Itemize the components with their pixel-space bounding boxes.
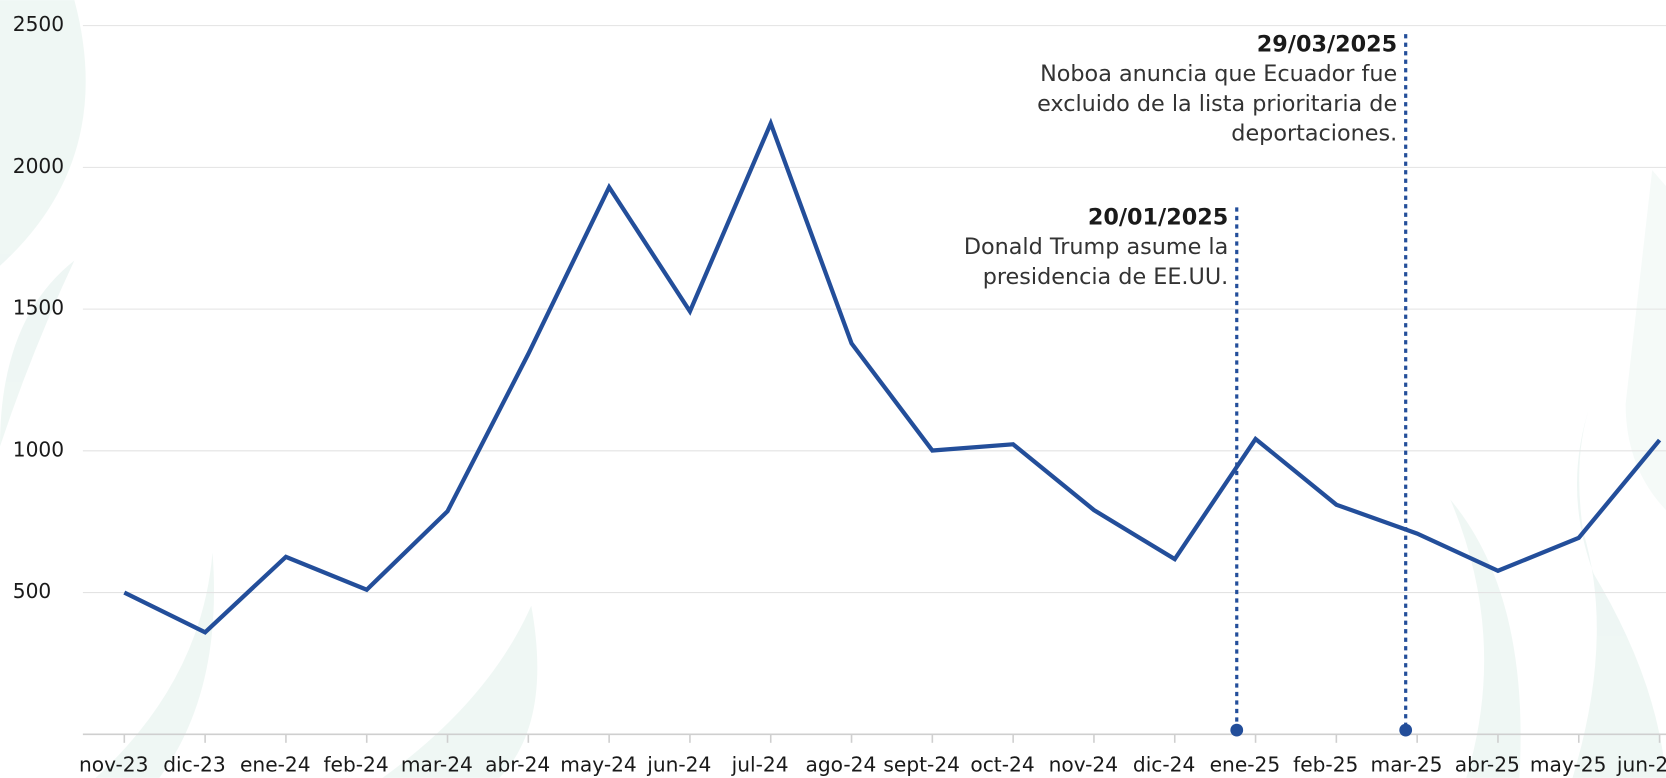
x-tick-label: oct-24 [970,753,1034,777]
annotation-text: presidencia de EE.UU. [983,264,1229,290]
x-tick-label: nov-24 [1049,753,1118,777]
x-tick-label: abr-25 [1455,753,1520,777]
x-tick-label: jun-24 [646,753,711,777]
annotation-text: Noboa anuncia que Ecuador fue [1040,61,1397,87]
x-tick-label: may-24 [560,753,637,777]
annotation-date: 29/03/2025 [1257,31,1397,57]
x-tick-label: feb-24 [323,753,388,777]
x-tick-label: dic-24 [1133,753,1195,777]
x-tick-label: mar-25 [1371,753,1443,777]
annotation-dot [1399,723,1413,737]
x-tick-label: jul-24 [731,753,789,777]
annotation-dot [1230,723,1244,737]
data-line [123,117,1662,635]
x-tick-label: ene-24 [240,753,311,777]
x-tick-label: nov-23 [79,753,148,777]
x-tick-label: abr-24 [485,753,550,777]
x-tick-label: sept-24 [883,753,960,777]
x-tick-label: ago-24 [805,753,876,777]
x-tick-label: mar-24 [401,753,473,777]
y-tick-label: 1000 [13,437,64,461]
x-tick-label: ene-25 [1210,753,1281,777]
y-tick-label: 1500 [13,296,64,320]
annotation-text: excluido de la lista prioritaria de [1037,91,1397,117]
x-tick-label: jun-25 [1616,753,1666,777]
y-tick-label: 2000 [13,154,64,178]
y-tick-label: 2500 [13,12,64,36]
x-tick-label: dic-23 [163,753,225,777]
x-tick-label: feb-25 [1293,753,1358,777]
annotation-text: deportaciones. [1231,121,1397,147]
y-tick-label: 500 [13,579,52,603]
annotation-date: 20/01/2025 [1088,204,1228,230]
annotation-text: Donald Trump asume la [964,234,1228,260]
x-tick-label: may-25 [1530,753,1607,777]
